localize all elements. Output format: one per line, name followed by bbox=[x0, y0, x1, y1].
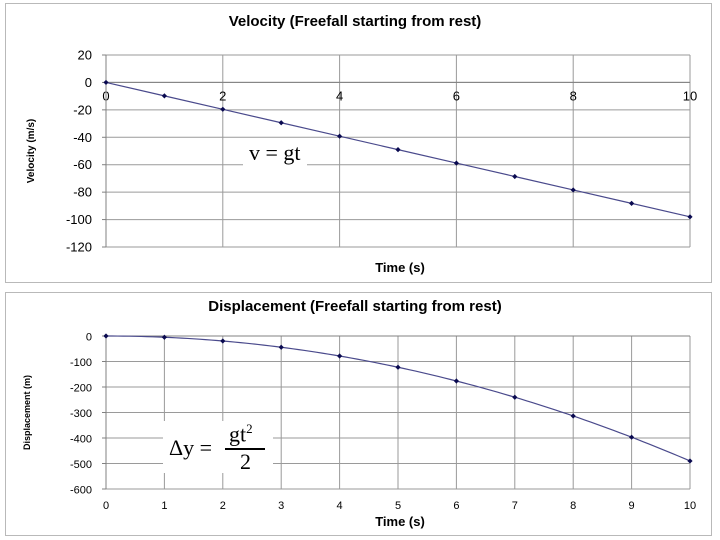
data-point bbox=[512, 173, 518, 180]
y-tick-label: -200 bbox=[70, 383, 92, 395]
data-point bbox=[570, 187, 576, 193]
displacement-equation-numerator: gt2 bbox=[229, 421, 253, 447]
x-axis-label: Time (s) bbox=[375, 514, 425, 529]
y-tick-label: -60 bbox=[73, 157, 92, 172]
velocity-equation: v = gt bbox=[243, 140, 307, 166]
y-tick-label: 20 bbox=[78, 48, 92, 63]
displacement-equation-lhs: Δy = bbox=[169, 435, 213, 460]
velocity-chart: Velocity (Freefall starting from rest)20… bbox=[26, 13, 697, 275]
data-point bbox=[395, 364, 401, 370]
data-point bbox=[103, 333, 109, 339]
x-tick-label: 10 bbox=[683, 88, 697, 103]
x-tick-label: 5 bbox=[395, 500, 401, 512]
displacement-equation-exponent: 2 bbox=[246, 421, 253, 436]
x-tick-label: 9 bbox=[629, 500, 635, 512]
displacement-chart-panel bbox=[5, 292, 712, 536]
data-point bbox=[103, 79, 109, 86]
y-axis-label: Velocity (m/s) bbox=[26, 119, 37, 183]
data-point bbox=[629, 434, 635, 440]
data-point bbox=[337, 353, 343, 359]
y-tick-label: -300 bbox=[70, 408, 92, 420]
y-tick-label: 0 bbox=[86, 332, 92, 344]
data-point bbox=[337, 133, 343, 139]
x-tick-label: 8 bbox=[570, 88, 577, 103]
y-tick-label: -600 bbox=[70, 485, 92, 497]
data-point bbox=[629, 200, 635, 206]
data-point bbox=[278, 344, 284, 350]
x-tick-label: 6 bbox=[453, 500, 459, 512]
y-tick-label: -100 bbox=[66, 212, 92, 227]
velocity-chart-panel bbox=[5, 3, 712, 283]
displacement-equation: Δy = gt2 2 bbox=[163, 421, 273, 474]
data-point bbox=[220, 106, 226, 112]
x-tick-label: 4 bbox=[336, 88, 343, 103]
x-tick-label: 8 bbox=[570, 500, 576, 512]
chart-title: Displacement (Freefall starting from res… bbox=[208, 298, 501, 315]
x-tick-label: 0 bbox=[103, 500, 109, 512]
x-tick-label: 10 bbox=[684, 500, 696, 512]
x-tick-label: 6 bbox=[453, 88, 460, 103]
y-axis-label: Displacement (m) bbox=[22, 375, 32, 450]
displacement-chart: Displacement (Freefall starting from res… bbox=[22, 298, 696, 529]
x-tick-label: 7 bbox=[512, 500, 518, 512]
y-tick-label: -120 bbox=[66, 240, 92, 255]
x-axis-label: Time (s) bbox=[375, 260, 425, 275]
data-point bbox=[453, 160, 459, 166]
data-point bbox=[570, 413, 576, 419]
y-tick-label: -80 bbox=[73, 185, 92, 200]
displacement-equation-denominator: 2 bbox=[240, 449, 251, 474]
y-tick-label: -20 bbox=[73, 102, 92, 117]
x-tick-label: 2 bbox=[220, 500, 226, 512]
x-tick-label: 4 bbox=[337, 500, 343, 512]
data-point bbox=[220, 338, 226, 344]
y-tick-label: 0 bbox=[85, 75, 92, 90]
data-point bbox=[278, 120, 284, 126]
chart-title: Velocity (Freefall starting from rest) bbox=[229, 13, 482, 30]
data-point bbox=[687, 458, 693, 464]
y-tick-label: -40 bbox=[73, 130, 92, 145]
x-tick-label: 3 bbox=[278, 500, 284, 512]
x-tick-label: 2 bbox=[219, 88, 226, 103]
data-point bbox=[687, 214, 693, 220]
y-tick-label: -500 bbox=[70, 459, 92, 471]
fraction-bar bbox=[225, 448, 265, 450]
data-point bbox=[395, 147, 401, 153]
data-point bbox=[161, 93, 167, 99]
data-point bbox=[161, 334, 167, 340]
x-tick-label: 1 bbox=[161, 500, 167, 512]
data-point bbox=[453, 378, 459, 384]
y-tick-label: -400 bbox=[70, 434, 92, 446]
y-tick-label: -100 bbox=[70, 357, 92, 369]
data-point bbox=[512, 394, 518, 400]
